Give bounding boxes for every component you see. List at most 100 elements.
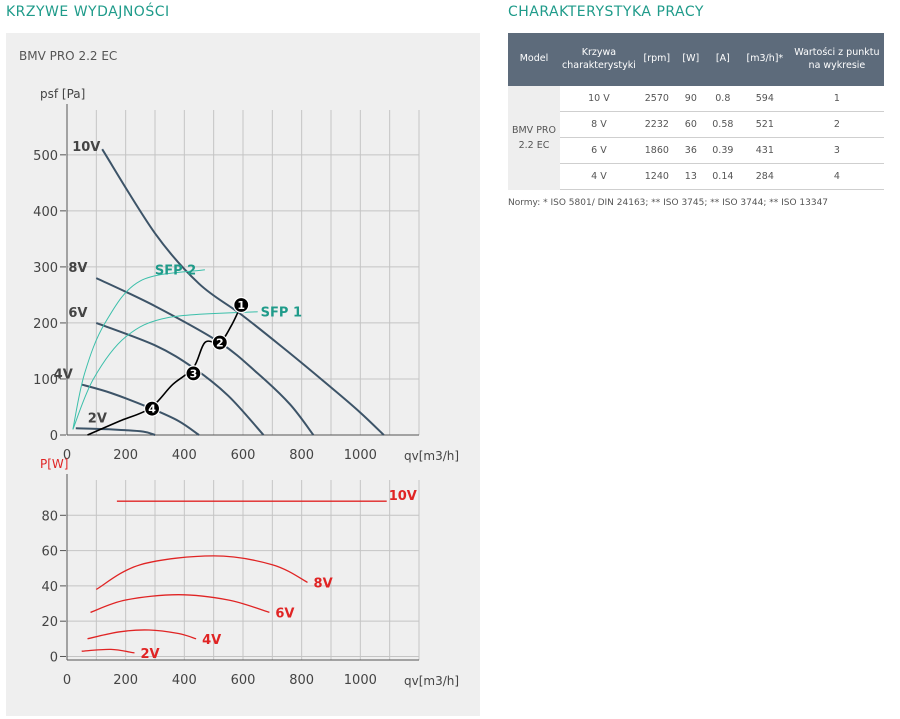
series-label: 6V [68, 306, 87, 321]
cell-power: 13 [675, 163, 706, 190]
series-label: 2V [88, 411, 107, 426]
col-header-power: [W] [675, 33, 706, 86]
x-tick-label: 800 [289, 448, 314, 463]
col-header-flow: [m3/h]* [739, 33, 790, 86]
series-label: SFP 1 [261, 306, 302, 321]
cell-current: 0.8 [705, 86, 740, 112]
x-tick-label: 400 [172, 448, 197, 463]
series-line [75, 427, 156, 436]
x-tick-label: 0 [63, 673, 71, 688]
y-tick-label: 40 [41, 580, 58, 595]
series-line [95, 277, 315, 436]
series-line [72, 269, 205, 430]
series-label: 4V [54, 368, 73, 383]
pressure-chart: 0 100 200 300 400 500 0 200 400 600 800 1000 psf [Pa… [33, 87, 459, 463]
cell-rpm: 1860 [637, 137, 676, 164]
y-tick-label: 60 [41, 545, 58, 560]
cell-point: 3 [789, 137, 884, 164]
series-label: 10V [72, 140, 100, 155]
cell-current: 0.14 [705, 163, 740, 190]
cell-rpm: 1240 [637, 163, 676, 190]
series-label: 8V [314, 576, 333, 591]
y-tick-label: 80 [41, 509, 58, 524]
x-tick-label: 600 [231, 673, 256, 688]
col-header-curve: Krzywa charakterystyki [560, 33, 638, 86]
operating-point-marker [143, 400, 161, 417]
series-label: 2V [140, 647, 159, 662]
x-tick-label: 1000 [344, 448, 377, 463]
series-label: 10V [389, 489, 417, 504]
table-row: 8 V 2232 60 0.58 521 2 [508, 111, 884, 138]
table-row: 4 V 1240 13 0.14 284 4 [508, 163, 884, 190]
x-tick-label: 800 [289, 673, 314, 688]
x-axis-label: qv[m3/h] [404, 449, 459, 463]
chart-panel: BMV PRO 2.2 EC 0 100 200 300 400 500 0 200 400 60… [6, 33, 480, 716]
norms-note: Normy: * ISO 5801/ DIN 24163; ** ISO 374… [508, 198, 829, 208]
model-cell: BMV PRO 2.2 EC [508, 86, 560, 190]
series-line [72, 311, 258, 430]
operating-point-marker [233, 296, 250, 314]
y-tick-label: 200 [33, 317, 58, 332]
operating-table: Model Krzywa charakterystyki [rpm] [W] [… [508, 33, 884, 190]
col-header-current: [A] [705, 33, 740, 86]
series-label: 8V [68, 261, 87, 276]
operating-characteristics-heading: CHARAKTERYSTYKA PRACY [508, 4, 704, 20]
x-tick-label: 1000 [344, 673, 377, 688]
model-label: BMV PRO 2.2 EC [19, 49, 117, 63]
table-header-row: Model Krzywa charakterystyki [rpm] [W] [… [508, 33, 884, 86]
y-tick-label: 500 [33, 149, 58, 164]
y-tick-label: 20 [41, 615, 58, 630]
cell-current: 0.58 [705, 111, 740, 138]
cell-curve: 4 V [560, 163, 638, 190]
cell-power: 90 [675, 86, 706, 112]
y-tick-label: 300 [33, 261, 58, 276]
col-header-point: Wartości z punktu na wykresie [789, 33, 884, 86]
y-tick-label: 100 [33, 373, 58, 388]
cell-point: 4 [789, 163, 884, 190]
series-label: 4V [202, 633, 221, 648]
series-line [81, 648, 135, 654]
table-row: BMV PRO 2.2 EC 10 V 2570 90 0.8 594 1 [508, 86, 884, 190]
performance-curves-heading: KRZYWE WYDAJNOŚCI [6, 4, 170, 20]
series-line [81, 383, 200, 436]
y-axis-label: psf [Pa] [40, 87, 85, 101]
x-tick-label: 200 [113, 448, 138, 463]
cell-rpm: 2570 [637, 86, 676, 112]
series-line [87, 629, 197, 640]
series-line [90, 594, 270, 614]
cell-power: 36 [675, 137, 706, 164]
y-tick-label: 0 [50, 429, 58, 444]
y-tick-label: 0 [50, 650, 58, 665]
x-tick-label: 400 [172, 673, 197, 688]
cell-flow: 431 [739, 137, 790, 164]
cell-rpm: 2232 [637, 111, 676, 138]
series-label: 6V [275, 606, 294, 621]
cell-point: 1 [789, 86, 884, 112]
cell-power: 60 [675, 111, 706, 138]
operating-point-marker [185, 365, 202, 382]
operating-point-label: 2 [216, 337, 224, 350]
y-axis-label: P[W] [40, 457, 68, 471]
series-line [101, 148, 385, 436]
y-tick-label: 400 [33, 205, 58, 220]
operating-point-label: 1 [237, 299, 245, 312]
col-header-model: Model [508, 33, 560, 86]
x-tick-label: 200 [113, 673, 138, 688]
operating-point-label: 4 [148, 403, 156, 416]
series-line [87, 304, 242, 436]
operating-point-marker [211, 334, 228, 351]
operating-point-label: 3 [190, 367, 198, 380]
x-tick-label: 600 [231, 448, 256, 463]
table-row: 6 V 1860 36 0.39 431 3 [508, 137, 884, 164]
cell-flow: 284 [739, 163, 790, 190]
cell-point: 2 [789, 111, 884, 138]
cell-curve: 6 V [560, 137, 638, 164]
x-tick-label: 0 [63, 448, 71, 463]
series-label: SFP 2 [155, 264, 196, 279]
cell-current: 0.39 [705, 137, 740, 164]
x-axis-label: qv[m3/h] [404, 674, 459, 688]
cell-curve: 10 V [560, 86, 638, 112]
cell-flow: 521 [739, 111, 790, 138]
